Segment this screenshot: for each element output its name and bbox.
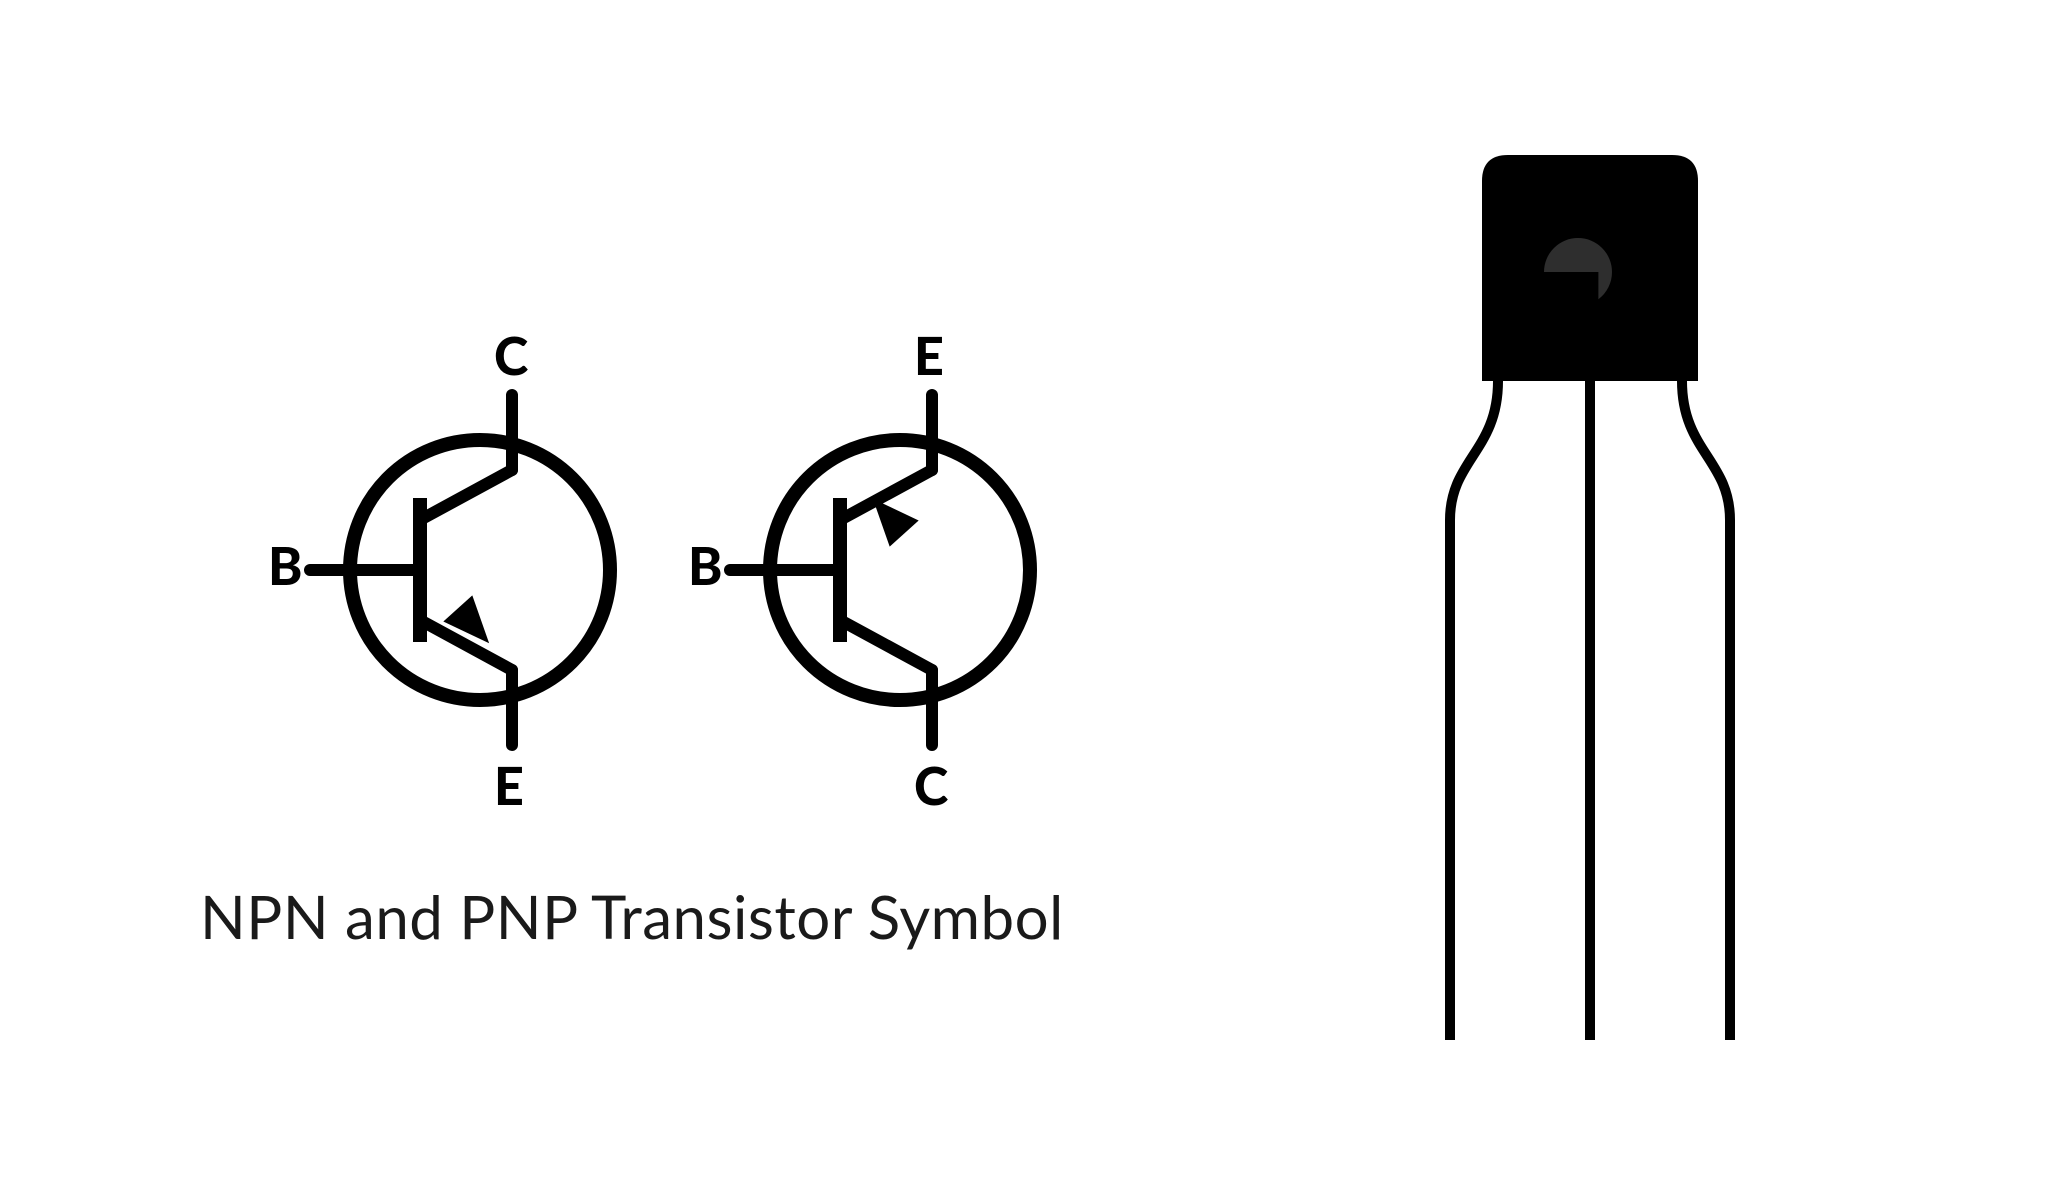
pnp-collector-label: C: [914, 760, 948, 812]
figure-caption: NPN and PNP Transistor Symbol: [200, 880, 1064, 952]
pnp-base-label: B: [688, 540, 723, 592]
npn-emitter-label: E: [494, 760, 524, 812]
npn-collector-label: C: [494, 330, 528, 382]
npn-base-label: B: [268, 540, 303, 592]
pnp-emitter-label: E: [914, 330, 944, 382]
diagram-canvas: [0, 0, 2048, 1204]
